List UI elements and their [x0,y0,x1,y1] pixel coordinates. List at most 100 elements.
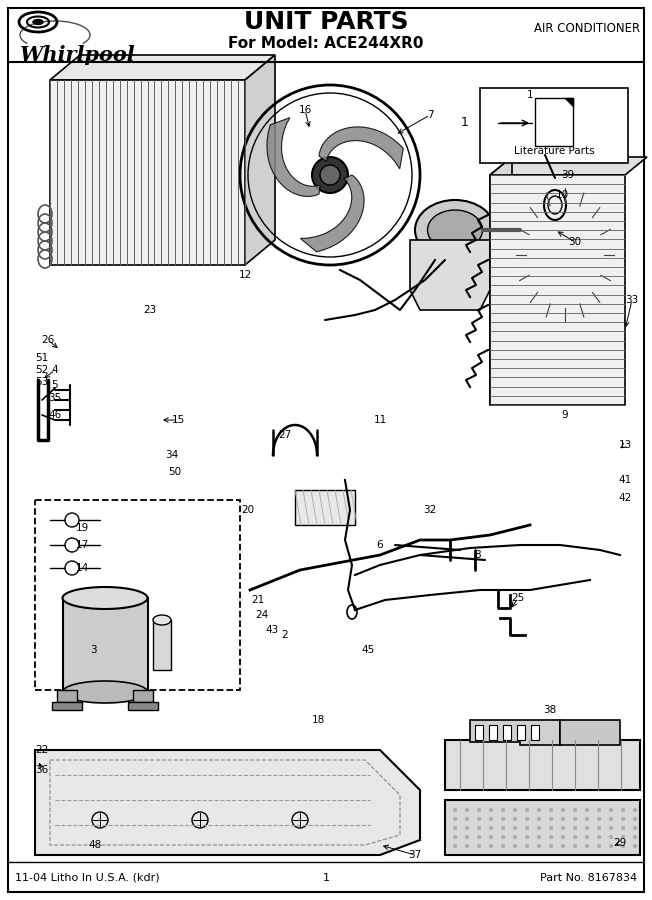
Circle shape [597,817,601,821]
Text: 25: 25 [511,593,525,603]
Text: 26: 26 [41,335,55,345]
Circle shape [549,826,553,830]
Text: 23: 23 [143,305,156,315]
Circle shape [561,826,565,830]
Bar [128,702,158,710]
Text: 14: 14 [76,563,89,573]
Circle shape [453,817,457,821]
Text: 21: 21 [252,595,265,605]
Circle shape [621,826,625,830]
Text: 38: 38 [543,705,557,715]
Text: 1: 1 [461,116,469,130]
Circle shape [525,844,529,848]
Circle shape [553,243,577,267]
Text: 19: 19 [76,523,89,533]
Text: Whirlpool: Whirlpool [20,45,136,65]
Text: 15: 15 [171,415,185,425]
Circle shape [573,826,577,830]
Circle shape [477,808,481,812]
Circle shape [609,817,613,821]
Polygon shape [301,175,364,252]
Text: 43: 43 [265,625,278,635]
Text: 18: 18 [312,715,325,725]
Circle shape [597,844,601,848]
Text: 50: 50 [168,467,181,477]
Circle shape [513,835,517,839]
Circle shape [549,844,553,848]
Circle shape [312,157,348,193]
Circle shape [549,817,553,821]
Bar [153,620,171,670]
Circle shape [477,826,481,830]
Polygon shape [35,750,420,855]
Text: 27: 27 [278,430,291,440]
Polygon shape [490,157,512,405]
Circle shape [537,835,541,839]
Circle shape [489,826,493,830]
Bar [63,598,148,693]
Polygon shape [50,55,275,80]
Circle shape [477,844,481,848]
Bar [531,725,539,740]
Ellipse shape [33,20,43,24]
Polygon shape [445,740,640,790]
Circle shape [525,835,529,839]
Circle shape [633,826,637,830]
Circle shape [465,808,469,812]
Circle shape [573,808,577,812]
Polygon shape [490,175,625,405]
Text: 39: 39 [561,170,574,180]
Text: 17: 17 [76,540,89,550]
Circle shape [465,835,469,839]
Bar [57,690,77,702]
Circle shape [465,826,469,830]
Circle shape [609,835,613,839]
Circle shape [489,835,493,839]
Polygon shape [267,118,320,196]
Text: 1: 1 [323,873,329,883]
Text: 7: 7 [426,110,434,120]
Circle shape [633,835,637,839]
Text: 11: 11 [374,415,387,425]
Circle shape [573,817,577,821]
Bar [52,702,82,710]
Circle shape [501,826,505,830]
Bar [535,98,573,146]
Circle shape [585,835,589,839]
Circle shape [597,826,601,830]
Polygon shape [445,800,640,855]
Bar [517,725,525,740]
Polygon shape [470,720,560,745]
Bar [475,725,483,740]
Text: 34: 34 [166,450,179,460]
Circle shape [585,817,589,821]
Text: 12: 12 [239,270,252,280]
Circle shape [501,817,505,821]
Bar [503,725,511,740]
Ellipse shape [153,615,171,625]
Circle shape [489,844,493,848]
Circle shape [609,826,613,830]
Text: 16: 16 [299,105,312,115]
Text: 41: 41 [618,475,632,485]
Ellipse shape [428,210,482,250]
Text: 13: 13 [618,440,632,450]
Circle shape [573,844,577,848]
Circle shape [621,808,625,812]
Circle shape [549,808,553,812]
Circle shape [465,817,469,821]
Text: 22: 22 [35,745,49,755]
Circle shape [597,835,601,839]
Circle shape [633,817,637,821]
Polygon shape [245,55,275,265]
Circle shape [585,808,589,812]
Ellipse shape [63,681,147,703]
Circle shape [549,835,553,839]
Circle shape [453,826,457,830]
Text: 2: 2 [282,630,288,640]
Circle shape [513,817,517,821]
Ellipse shape [415,200,495,260]
Circle shape [537,826,541,830]
Bar [295,490,355,525]
Circle shape [453,808,457,812]
